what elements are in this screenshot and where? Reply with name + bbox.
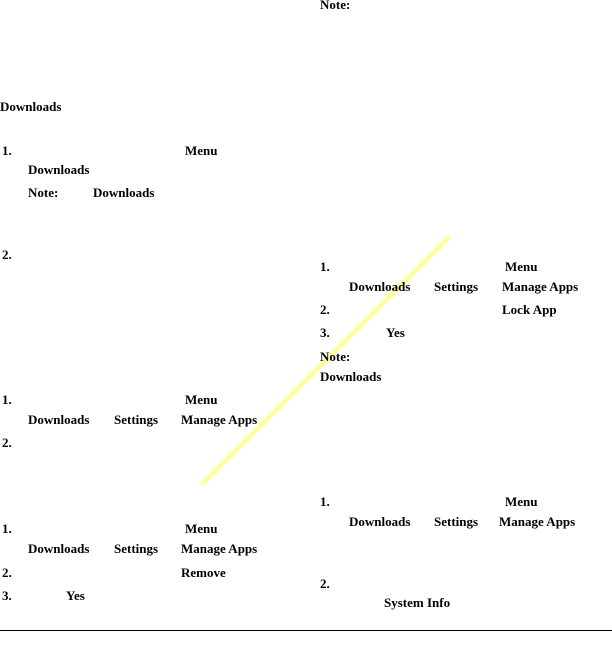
step-number: 2. bbox=[2, 247, 12, 262]
footer-rule bbox=[0, 630, 612, 631]
lock-app-term: Lock App bbox=[502, 302, 557, 317]
step-number: 1. bbox=[2, 392, 12, 407]
downloads-term: Downloads bbox=[28, 541, 90, 556]
note-label: Note: bbox=[320, 349, 351, 364]
downloads-term: Downloads bbox=[349, 279, 411, 294]
yes-term: Yes bbox=[66, 588, 85, 603]
step-number: 3. bbox=[320, 325, 330, 340]
manage-apps-term: Manage Apps bbox=[181, 412, 258, 427]
step-number: 1. bbox=[2, 521, 12, 536]
step-number: 2. bbox=[2, 565, 12, 580]
menu-term: Menu bbox=[505, 259, 538, 274]
step-number: 1. bbox=[2, 143, 12, 158]
step-number: 1. bbox=[320, 259, 330, 274]
settings-term: Settings bbox=[114, 541, 159, 556]
section-heading: Downloads bbox=[0, 99, 62, 114]
manage-apps-term: Manage Apps bbox=[502, 279, 579, 294]
note-label: Note: bbox=[28, 185, 59, 200]
downloads-term: Downloads bbox=[349, 514, 411, 529]
downloads-term: Downloads bbox=[320, 369, 382, 384]
downloads-term: Downloads bbox=[28, 162, 90, 177]
menu-term: Menu bbox=[185, 143, 218, 158]
remove-term: Remove bbox=[181, 565, 226, 580]
step-number: 3. bbox=[2, 588, 12, 603]
note-label: Note: bbox=[320, 0, 351, 12]
settings-term: Settings bbox=[114, 412, 159, 427]
system-info-term: System Info bbox=[384, 595, 451, 610]
step-number: 2. bbox=[2, 435, 12, 450]
settings-term: Settings bbox=[434, 514, 479, 529]
menu-term: Menu bbox=[185, 521, 218, 536]
step-number: 2. bbox=[320, 302, 330, 317]
menu-term: Menu bbox=[185, 392, 218, 407]
manage-apps-term: Manage Apps bbox=[181, 541, 258, 556]
yes-term: Yes bbox=[386, 325, 405, 340]
menu-term: Menu bbox=[505, 494, 538, 509]
manage-apps-term: Manage Apps bbox=[499, 514, 576, 529]
step-number: 2. bbox=[320, 576, 330, 591]
downloads-term: Downloads bbox=[28, 412, 90, 427]
downloads-term: Downloads bbox=[93, 185, 155, 200]
settings-term: Settings bbox=[434, 279, 479, 294]
step-number: 1. bbox=[320, 494, 330, 509]
